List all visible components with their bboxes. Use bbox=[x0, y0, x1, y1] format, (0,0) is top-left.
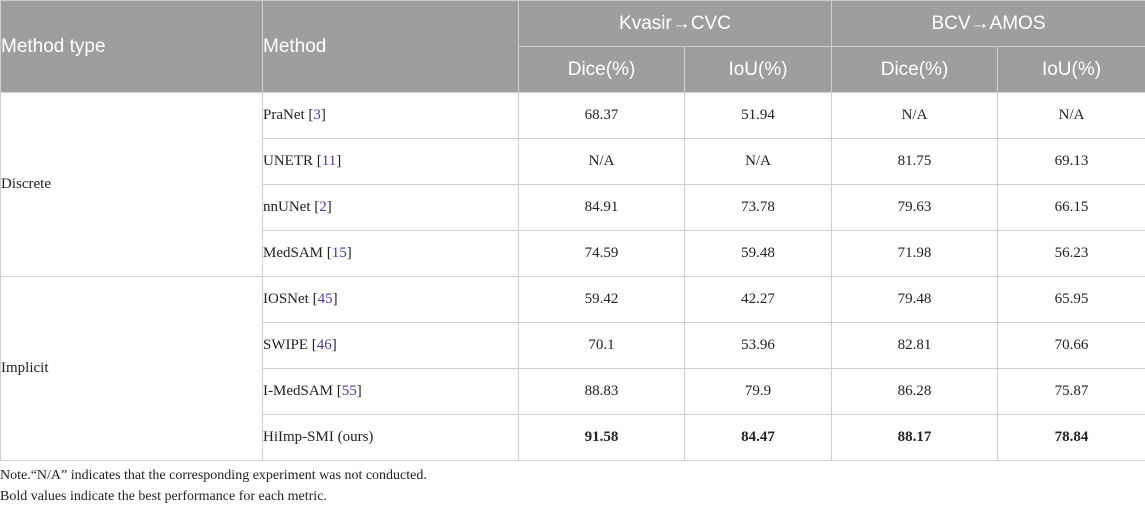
value-cell-dice-bcv: 86.28 bbox=[832, 369, 998, 415]
value-cell-dice-kvasir: 68.37 bbox=[519, 93, 685, 139]
value-cell-iou-kvasir: 73.78 bbox=[685, 185, 832, 231]
value-cell-iou-bcv: 66.15 bbox=[998, 185, 1145, 231]
value-cell-iou-kvasir: 51.94 bbox=[685, 93, 832, 139]
value-cell-dice-bcv: 82.81 bbox=[832, 323, 998, 369]
header-method-type: Method type bbox=[1, 1, 263, 93]
method-type-cell: Discrete bbox=[1, 93, 263, 277]
table-notes: Note.“N/A” indicates that the correspond… bbox=[0, 465, 427, 507]
header-kvasir-cvc: Kvasir→CVC bbox=[519, 1, 832, 47]
method-type-cell: Implicit bbox=[1, 277, 263, 461]
citation-link[interactable]: 45 bbox=[318, 291, 333, 307]
value-cell-iou-kvasir: 79.9 bbox=[685, 369, 832, 415]
header-method: Method bbox=[263, 1, 519, 93]
method-cell: I-MedSAM [55] bbox=[263, 369, 519, 415]
value-cell-iou-bcv: 69.13 bbox=[998, 139, 1145, 185]
note-na: Note.“N/A” indicates that the correspond… bbox=[0, 465, 427, 486]
value-cell-dice-kvasir: 59.42 bbox=[519, 277, 685, 323]
header-dice-kvasir: Dice(%) bbox=[519, 47, 685, 93]
value-cell-dice-kvasir: 70.1 bbox=[519, 323, 685, 369]
method-cell: MedSAM [15] bbox=[263, 231, 519, 277]
method-name: SWIPE bbox=[263, 337, 308, 353]
value-cell-dice-bcv: 88.17 bbox=[832, 415, 998, 461]
value-cell-dice-kvasir: 84.91 bbox=[519, 185, 685, 231]
value-cell-dice-kvasir: 91.58 bbox=[519, 415, 685, 461]
value-cell-iou-kvasir: 84.47 bbox=[685, 415, 832, 461]
method-name: HiImp-SMI (ours) bbox=[263, 429, 373, 445]
value-cell-dice-bcv: 79.63 bbox=[832, 185, 998, 231]
citation-link[interactable]: 46 bbox=[317, 337, 332, 353]
method-cell: HiImp-SMI (ours) bbox=[263, 415, 519, 461]
value-cell-dice-bcv: 71.98 bbox=[832, 231, 998, 277]
method-cell: IOSNet [45] bbox=[263, 277, 519, 323]
method-name: UNETR bbox=[263, 153, 313, 169]
note-bold: Bold values indicate the best performanc… bbox=[0, 486, 427, 507]
method-name: I-MedSAM bbox=[263, 383, 333, 399]
citation-link[interactable]: 2 bbox=[319, 199, 327, 215]
citation-link[interactable]: 15 bbox=[332, 245, 347, 261]
citation-link[interactable]: 3 bbox=[313, 107, 321, 123]
method-cell: nnUNet [2] bbox=[263, 185, 519, 231]
value-cell-iou-bcv: N/A bbox=[998, 93, 1145, 139]
value-cell-iou-kvasir: 42.27 bbox=[685, 277, 832, 323]
value-cell-dice-bcv: N/A bbox=[832, 93, 998, 139]
value-cell-iou-kvasir: 53.96 bbox=[685, 323, 832, 369]
method-cell: UNETR [11] bbox=[263, 139, 519, 185]
header-dice-bcv: Dice(%) bbox=[832, 47, 998, 93]
value-cell-iou-bcv: 75.87 bbox=[998, 369, 1145, 415]
value-cell-dice-bcv: 79.48 bbox=[832, 277, 998, 323]
method-cell: SWIPE [46] bbox=[263, 323, 519, 369]
results-table: Method type Method Kvasir→CVC BCV→AMOS D… bbox=[0, 0, 1145, 461]
value-cell-iou-bcv: 78.84 bbox=[998, 415, 1145, 461]
method-name: nnUNet bbox=[263, 199, 311, 215]
value-cell-dice-bcv: 81.75 bbox=[832, 139, 998, 185]
value-cell-iou-bcv: 56.23 bbox=[998, 231, 1145, 277]
method-name: MedSAM bbox=[263, 245, 323, 261]
value-cell-dice-kvasir: 74.59 bbox=[519, 231, 685, 277]
header-iou-bcv: IoU(%) bbox=[998, 47, 1145, 93]
value-cell-iou-kvasir: N/A bbox=[685, 139, 832, 185]
value-cell-iou-bcv: 70.66 bbox=[998, 323, 1145, 369]
value-cell-dice-kvasir: N/A bbox=[519, 139, 685, 185]
method-name: IOSNet bbox=[263, 291, 309, 307]
method-name: PraNet bbox=[263, 107, 305, 123]
header-bcv-amos: BCV→AMOS bbox=[832, 1, 1145, 47]
header-iou-kvasir: IoU(%) bbox=[685, 47, 832, 93]
method-cell: PraNet [3] bbox=[263, 93, 519, 139]
value-cell-iou-bcv: 65.95 bbox=[998, 277, 1145, 323]
citation-link[interactable]: 11 bbox=[322, 153, 336, 169]
value-cell-iou-kvasir: 59.48 bbox=[685, 231, 832, 277]
citation-link[interactable]: 55 bbox=[342, 383, 357, 399]
value-cell-dice-kvasir: 88.83 bbox=[519, 369, 685, 415]
